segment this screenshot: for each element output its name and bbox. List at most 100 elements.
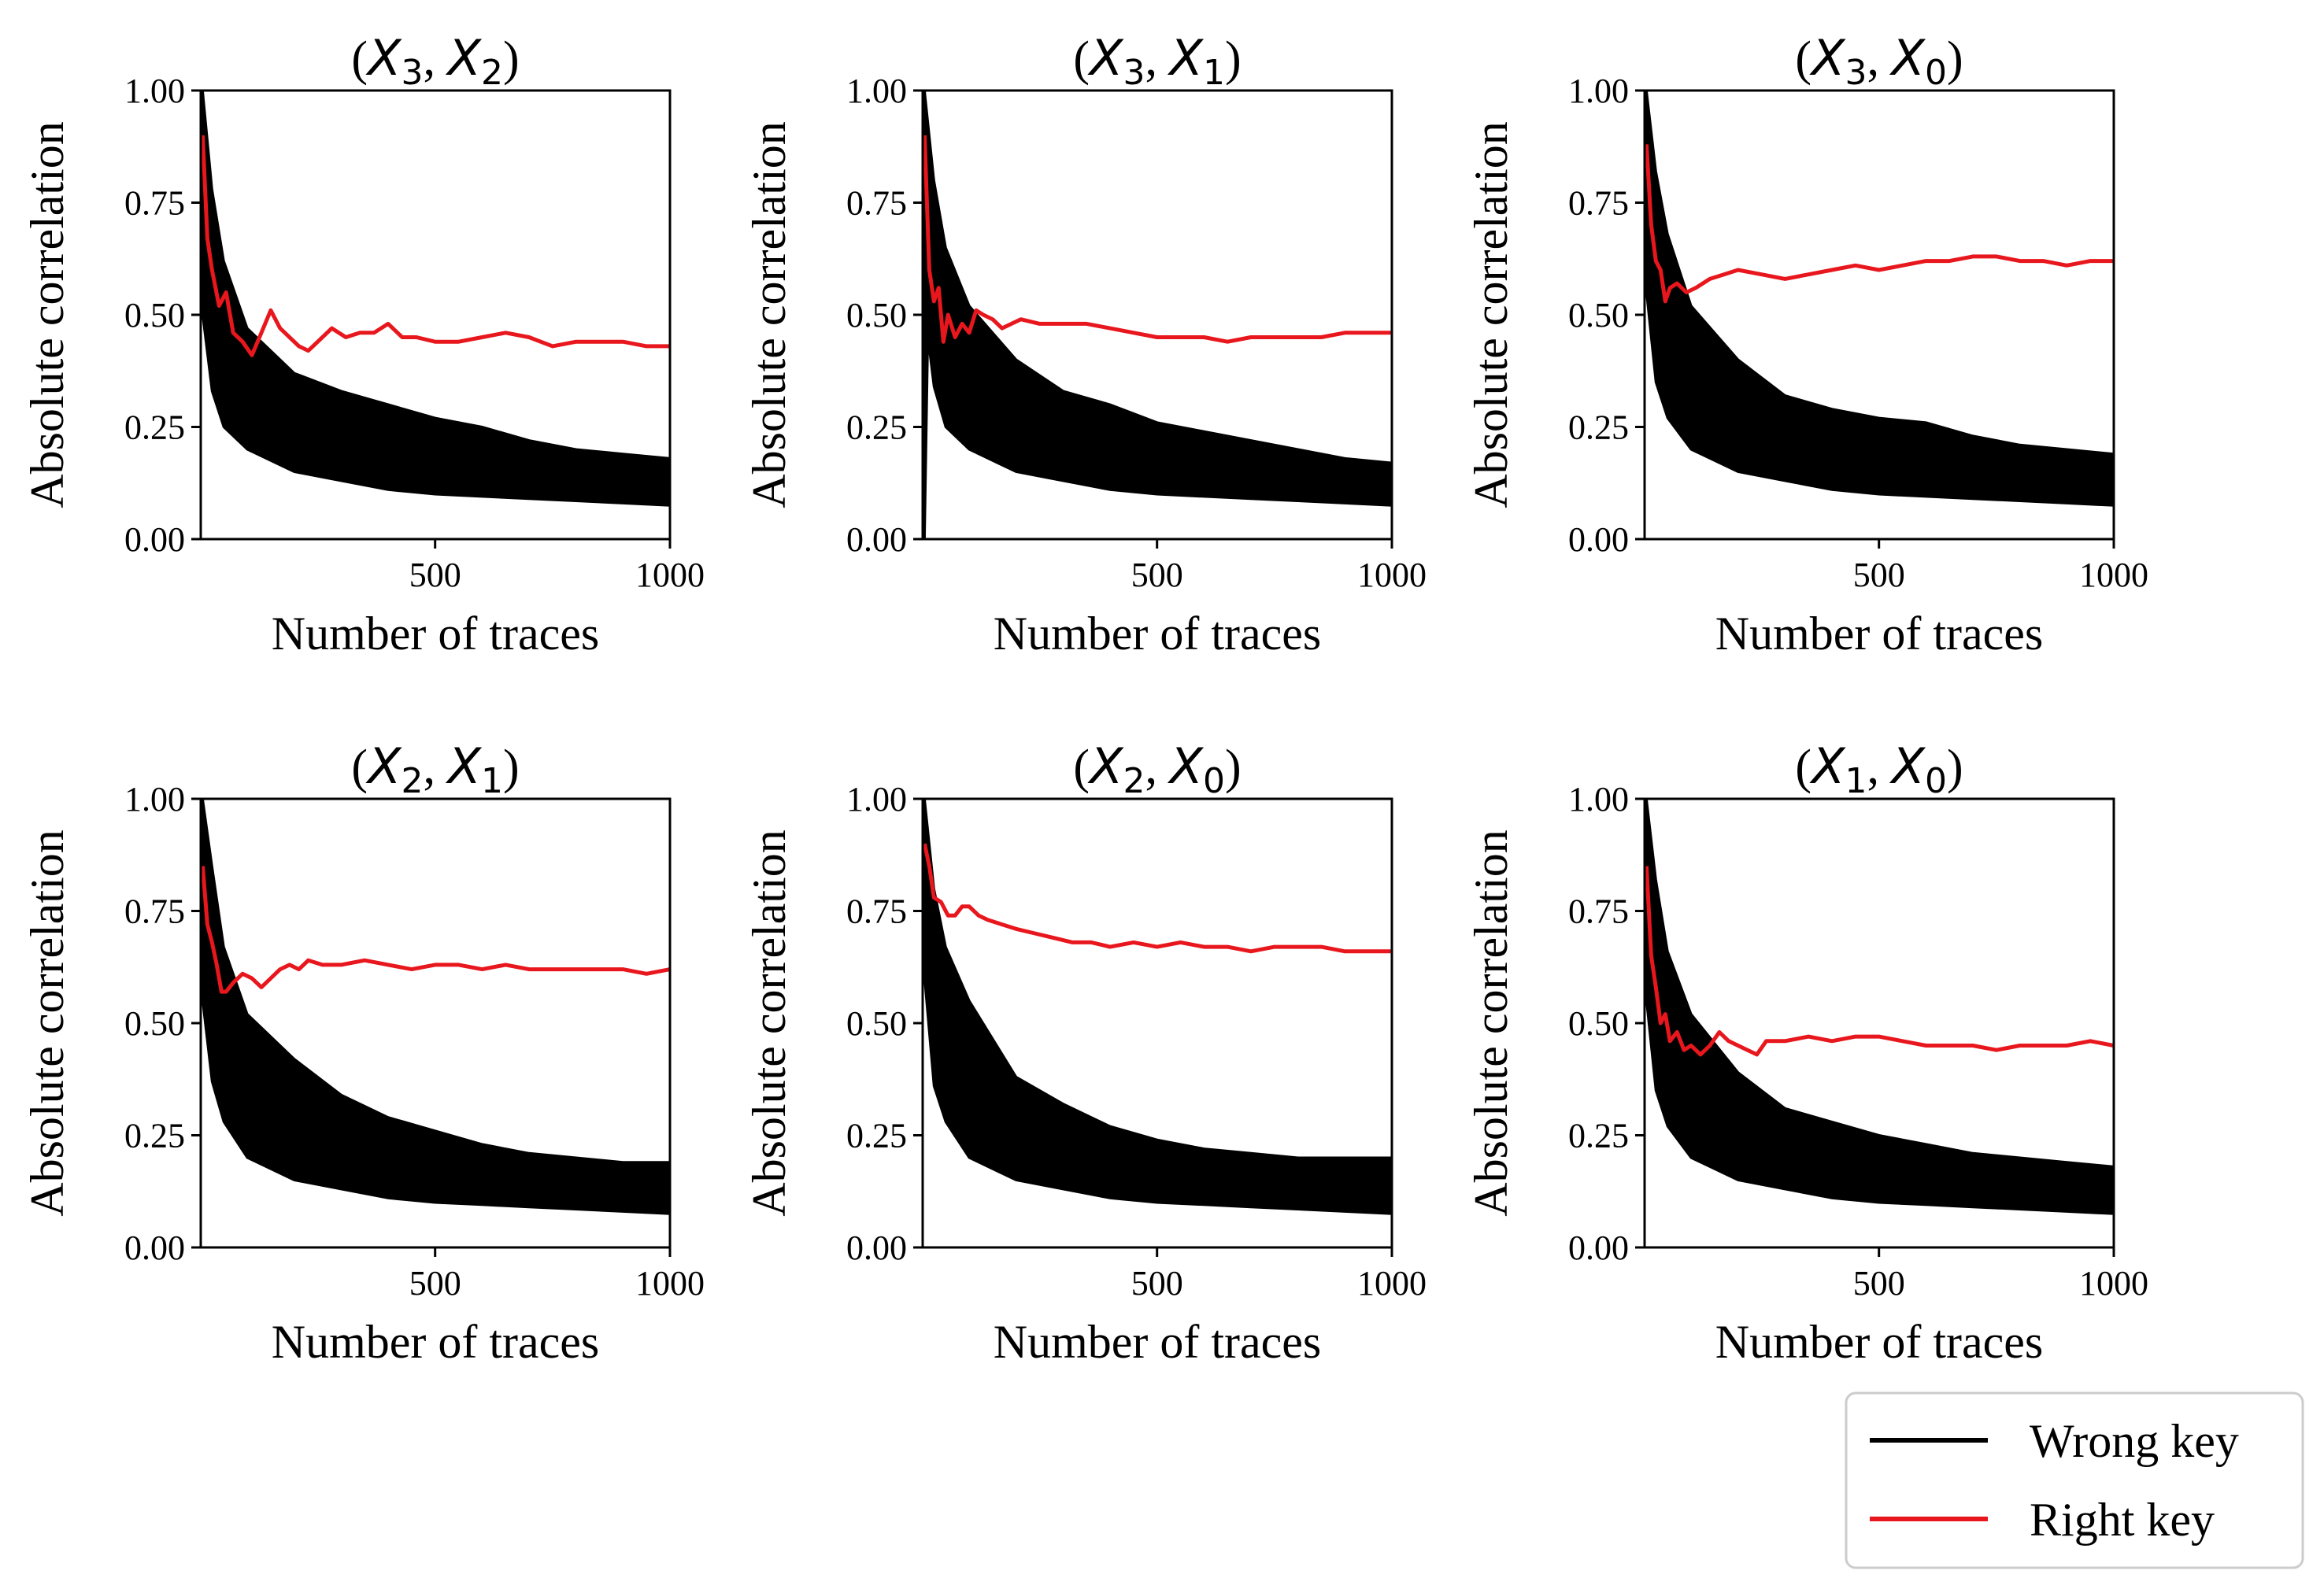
title-a-var: X <box>1087 737 1124 795</box>
title-sep: , <box>1867 741 1892 794</box>
y-tick-label: 0.00 <box>846 1229 907 1267</box>
y-axis-label: Absolute correlation <box>1465 121 1517 508</box>
y-axis-label: Absolute correlation <box>743 121 795 508</box>
y-axis-label: Absolute correlation <box>1465 830 1517 1217</box>
x-tick-label: 500 <box>1131 556 1183 594</box>
y-tick-label: 0.75 <box>124 184 185 223</box>
y-tick-label: 1.00 <box>1568 780 1629 819</box>
title-b-sub: 0 <box>1203 761 1225 801</box>
y-tick-label: 0.75 <box>1568 892 1629 931</box>
y-tick-label: 0.25 <box>1568 1117 1629 1155</box>
x-tick-label: 500 <box>1853 1264 1905 1303</box>
title-sep: , <box>1145 32 1170 86</box>
y-tick-label: 0.75 <box>846 184 907 223</box>
x-tick-label: 1000 <box>2079 556 2148 594</box>
title-sep: , <box>1867 32 1892 86</box>
title-open: ( <box>1073 32 1090 86</box>
subplot-6: 0.00 0.25 0.50 0.75 1.00 500 1000 Number of tra… <box>1465 737 2148 1368</box>
legend-frame <box>1845 1391 2304 1569</box>
subplot-3: 0.00 0.25 0.50 0.75 1.00 500 1000 Number of tra… <box>1465 29 2148 660</box>
title-open: ( <box>351 741 368 794</box>
y-tick-label: 0.75 <box>124 892 185 931</box>
subplot-5: 0.00 0.25 0.50 0.75 1.00 500 1000 Number of tra… <box>743 737 1427 1368</box>
y-tick-label: 0.00 <box>1568 1229 1629 1267</box>
title-close: ) <box>1225 741 1242 794</box>
y-tick-label: 0.25 <box>124 1117 185 1155</box>
plot-area <box>201 799 670 1215</box>
x-axis-label: Number of traces <box>994 608 1321 660</box>
title-a-sub: 2 <box>402 761 424 801</box>
x-tick-label: 500 <box>409 1264 461 1303</box>
title-b-var: X <box>1168 737 1205 795</box>
x-axis-label: Number of traces <box>1715 608 2043 660</box>
x-tick-label: 1000 <box>635 1264 705 1303</box>
y-axis-label: Absolute correlation <box>21 830 73 1217</box>
wrong-key-band <box>201 799 670 1215</box>
title-b-var: X <box>446 737 483 795</box>
subplot-title: (X3, X0) <box>1795 29 1963 93</box>
subplot-title: (X3, X2) <box>351 29 519 93</box>
title-close: ) <box>1947 741 1963 794</box>
x-tick-label: 500 <box>1853 556 1905 594</box>
y-tick-label: 0.00 <box>124 520 185 559</box>
subplot-title: (X2, X1) <box>351 737 519 801</box>
x-axis-label: Number of traces <box>272 608 599 660</box>
y-tick-label: 0.75 <box>846 892 907 931</box>
title-b-var: X <box>1889 737 1926 795</box>
y-tick-label: 0.50 <box>1568 1004 1629 1043</box>
right-key-line <box>201 135 670 357</box>
title-a-var: X <box>1087 29 1124 87</box>
title-a-var: X <box>1809 737 1846 795</box>
subplots-grid: 0.00 0.25 0.50 0.75 1.00 500 1000 Number of tra… <box>21 29 2148 1368</box>
subplot-title: (X2, X0) <box>1073 737 1241 801</box>
title-open: ( <box>1795 32 1811 86</box>
title-b-var: X <box>446 29 483 87</box>
title-a-sub: 3 <box>1123 53 1145 93</box>
y-axis-label: Absolute correlation <box>21 121 73 508</box>
y-tick-label: 0.25 <box>846 408 907 447</box>
subplot-title: (X3, X1) <box>1073 29 1241 93</box>
y-tick-label: 0.00 <box>1568 520 1629 559</box>
title-b-sub: 0 <box>1925 761 1947 801</box>
subplot-title: (X1, X0) <box>1795 737 1963 801</box>
y-tick-label: 0.50 <box>1568 296 1629 334</box>
right-key-line <box>923 843 1392 954</box>
x-tick-label: 500 <box>409 556 461 594</box>
y-tick-label: 0.25 <box>124 408 185 447</box>
legend: Wrong key Right key <box>1845 1391 2304 1569</box>
wrong-key-band <box>1645 91 2114 507</box>
title-close: ) <box>503 741 520 794</box>
legend-right-key-label: Right key <box>2030 1494 2215 1546</box>
title-b-var: X <box>1889 29 1926 87</box>
y-tick-label: 0.50 <box>846 296 907 334</box>
title-close: ) <box>1947 32 1963 86</box>
title-open: ( <box>1073 741 1090 794</box>
y-tick-label: 0.75 <box>1568 184 1629 223</box>
y-tick-label: 0.00 <box>124 1229 185 1267</box>
title-a-var: X <box>365 737 402 795</box>
title-open: ( <box>1795 741 1811 794</box>
x-tick-label: 1000 <box>2079 1264 2148 1303</box>
title-b-sub: 0 <box>1925 53 1947 93</box>
subplot-1: 0.00 0.25 0.50 0.75 1.00 500 1000 Number of tra… <box>21 29 705 660</box>
y-axis-label: Absolute correlation <box>743 830 795 1217</box>
title-a-sub: 2 <box>1123 761 1145 801</box>
y-tick-label: 1.00 <box>1568 72 1629 110</box>
y-tick-label: 0.50 <box>124 1004 185 1043</box>
plot-area <box>923 91 1392 539</box>
title-open: ( <box>351 32 368 86</box>
title-close: ) <box>503 32 520 86</box>
y-tick-label: 1.00 <box>124 780 185 819</box>
title-b-var: X <box>1168 29 1205 87</box>
x-tick-label: 1000 <box>1357 1264 1427 1303</box>
plot-area <box>923 799 1392 1215</box>
plot-area <box>1645 91 2114 507</box>
title-sep: , <box>424 741 448 794</box>
title-a-var: X <box>1809 29 1846 87</box>
y-tick-label: 1.00 <box>846 780 907 819</box>
x-axis-label: Number of traces <box>272 1316 599 1368</box>
title-a-var: X <box>365 29 402 87</box>
y-tick-label: 1.00 <box>124 72 185 110</box>
title-sep: , <box>424 32 448 86</box>
